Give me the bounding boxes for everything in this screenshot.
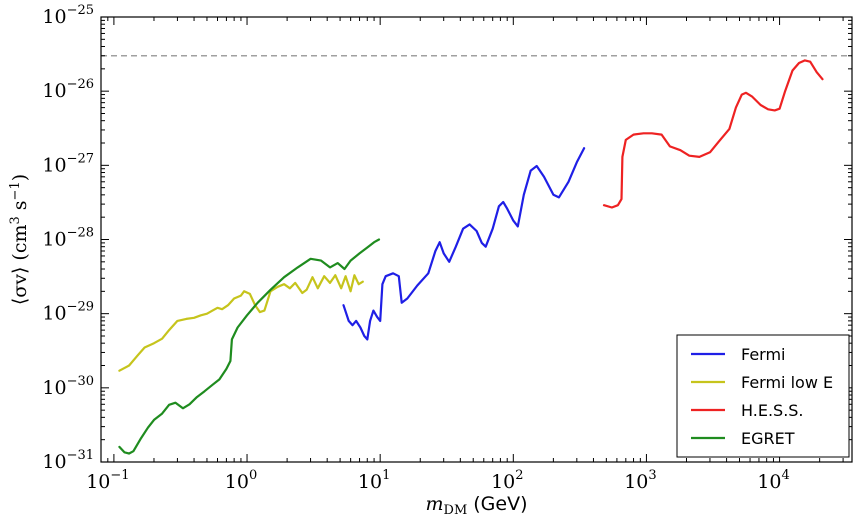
y-tick-label-3: 10−28 xyxy=(42,226,94,251)
series-line-2 xyxy=(602,59,824,209)
x-tick-label-4: 103 xyxy=(624,468,656,493)
y-axis-label-mid: s xyxy=(9,200,31,216)
x-tick-labels: 10−1 100 101 102 103 104 xyxy=(86,468,790,493)
y-tick-label-2: 10−29 xyxy=(42,300,94,325)
y-axis-label-end: ) xyxy=(9,174,31,181)
y-axis-label-text: ⟨σv⟩ (cm xyxy=(9,225,31,306)
x-tick-label-0: 10−1 xyxy=(86,468,129,493)
y-tick-label-4: 10−27 xyxy=(42,151,94,176)
y-axis-label: ⟨σv⟩ (cm3 s−1) xyxy=(8,174,31,305)
x-axis-label-math: m xyxy=(425,493,443,515)
y-tick-label-5: 10−26 xyxy=(42,77,94,102)
y-axis-label-sup2: −1 xyxy=(8,181,23,200)
legend: Fermi Fermi low E H.E.S.S. EGRET xyxy=(676,334,850,458)
x-tick-label-2: 101 xyxy=(358,468,390,493)
x-tick-label-3: 102 xyxy=(491,468,523,493)
series-layer xyxy=(118,59,824,455)
legend-label-2: H.E.S.S. xyxy=(741,401,804,420)
legend-entries: Fermi Fermi low E H.E.S.S. EGRET xyxy=(691,345,833,448)
legend-label-3: EGRET xyxy=(741,429,795,448)
x-tick-label-5: 104 xyxy=(757,468,789,493)
legend-box xyxy=(676,334,850,458)
legend-label-1: Fermi low E xyxy=(741,373,833,392)
y-axis-label-sup1: 3 xyxy=(8,216,23,224)
x-axis-label: mDM (GeV) xyxy=(425,493,527,517)
series-line-3 xyxy=(118,238,381,455)
x-tick-label-1: 100 xyxy=(225,468,257,493)
plot-area xyxy=(100,16,853,463)
legend-label-0: Fermi xyxy=(741,345,786,364)
series-line-0 xyxy=(342,147,586,341)
x-axis-label-unit: (GeV) xyxy=(473,493,527,515)
y-tick-label-1: 10−30 xyxy=(42,374,94,399)
y-tick-label-6: 10−25 xyxy=(42,3,94,28)
x-axis-label-sub: DM xyxy=(444,503,468,517)
y-tick-label-0: 10−31 xyxy=(42,448,94,473)
y-tick-labels: 10−31 10−30 10−29 10−28 10−27 10−26 10−25 xyxy=(42,3,94,473)
tick-layer xyxy=(100,16,852,463)
